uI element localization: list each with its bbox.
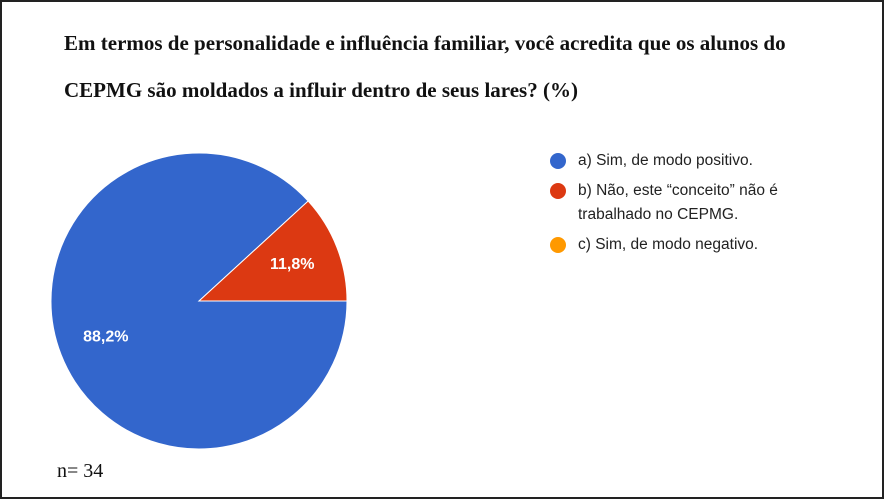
legend-item: b) Não, este “conceito” não é trabalhado… — [550, 179, 848, 227]
slice-label: 11,8% — [270, 256, 314, 273]
legend-swatch — [550, 183, 566, 199]
annotation: n= 34 — [57, 460, 104, 482]
slice-label: 88,2% — [83, 328, 128, 345]
legend-item: a) Sim, de modo positivo. — [550, 149, 848, 173]
legend-label: c) Sim, de modo negativo. — [578, 236, 759, 253]
legend-swatch — [550, 237, 566, 253]
legend-item: c) Sim, de modo negativo. — [550, 233, 848, 257]
legend: a) Sim, de modo positivo. b) Não, este “c… — [550, 149, 850, 263]
legend-label: b) Não, este “conceito” não é trabalhado… — [578, 182, 778, 223]
legend-swatch — [550, 153, 566, 169]
chart-title: Em termos de personalidade e influência … — [64, 31, 786, 102]
legend-label: a) Sim, de modo positivo. — [578, 152, 753, 169]
pie-slice — [197, 200, 348, 302]
